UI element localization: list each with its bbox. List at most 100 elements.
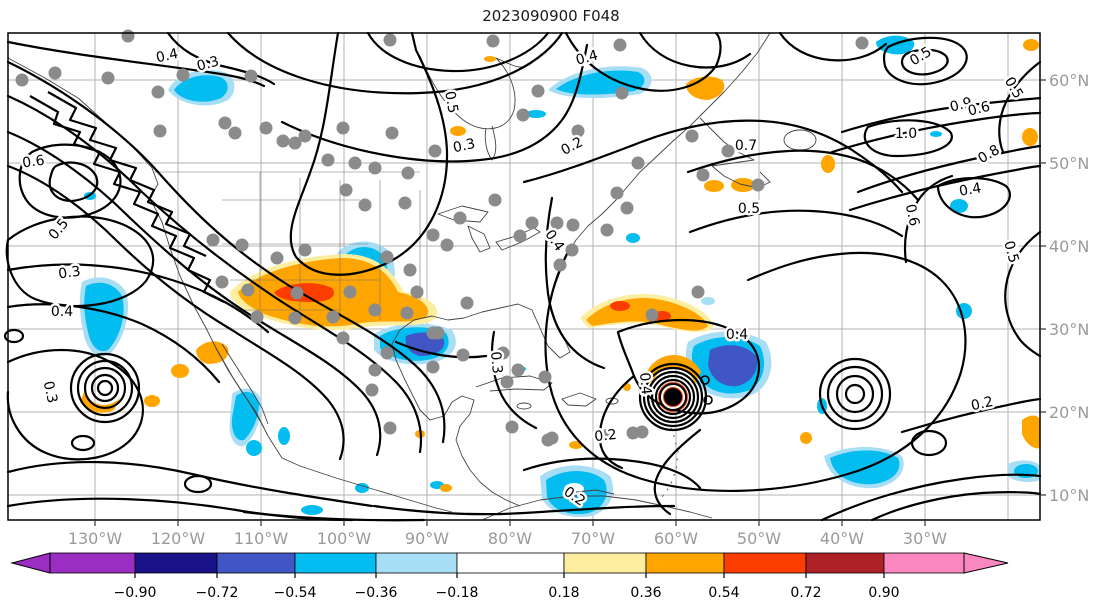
station-dot bbox=[218, 116, 232, 130]
station-dot bbox=[380, 346, 394, 360]
colorbar-segment bbox=[49, 552, 136, 574]
station-dot bbox=[326, 310, 340, 324]
station-dot bbox=[635, 425, 649, 439]
lon-tick-label: 50°W bbox=[737, 529, 781, 548]
station-dot bbox=[751, 178, 765, 192]
anomaly-colorbar: −0.90 −0.72 −0.54 −0.36 −0.18 0.18 0.36 0.54 0.7… bbox=[10, 552, 1009, 601]
station-dot bbox=[276, 134, 290, 148]
colorbar-tick-label: 0.36 bbox=[630, 585, 661, 601]
contour-label: 0.3 bbox=[487, 351, 505, 375]
contour-label: 0.4 bbox=[155, 46, 180, 66]
station-dot bbox=[365, 383, 379, 397]
station-dot bbox=[565, 243, 579, 257]
contour-label: 1.0 bbox=[895, 126, 917, 142]
contour-label: 0.6 bbox=[902, 203, 922, 228]
station-dot bbox=[259, 121, 273, 135]
axis-ticks-and-labels: 130°W 120°W 110°W 100°W 90°W 80°W 70°W 60°W 50°W… bbox=[68, 71, 1090, 548]
station-dot bbox=[486, 34, 500, 48]
station-dot bbox=[288, 311, 302, 325]
station-dot bbox=[500, 375, 514, 389]
contour-label: 0.6 bbox=[21, 153, 45, 172]
station-dots bbox=[15, 29, 869, 447]
station-dot bbox=[571, 124, 585, 138]
station-dot bbox=[460, 296, 474, 310]
colorbar-segment bbox=[216, 552, 296, 574]
station-dot bbox=[48, 66, 62, 80]
negative-anomaly-patch bbox=[84, 35, 1038, 515]
station-dot bbox=[401, 166, 415, 180]
station-dot bbox=[298, 243, 312, 257]
station-dot bbox=[270, 251, 284, 265]
station-dot bbox=[615, 86, 629, 100]
colorbar-tick-label: −0.54 bbox=[274, 585, 317, 601]
station-dot bbox=[368, 363, 382, 377]
colorbar-left-arrow bbox=[10, 552, 51, 574]
colorbar-tick-label: 0.90 bbox=[868, 585, 899, 601]
station-dot bbox=[696, 168, 710, 182]
station-dot bbox=[343, 285, 357, 299]
station-dot bbox=[601, 428, 615, 442]
station-dot bbox=[613, 38, 627, 52]
colorbar-tick-label: −0.72 bbox=[196, 585, 239, 601]
station-dot bbox=[631, 156, 645, 170]
station-dot bbox=[600, 223, 614, 237]
colorbar-tick-label: −0.18 bbox=[436, 585, 479, 601]
station-dot bbox=[496, 346, 510, 360]
lon-tick-label: 40°W bbox=[820, 529, 864, 548]
lat-tick-label: 40°N bbox=[1049, 237, 1089, 256]
station-dot bbox=[645, 308, 659, 322]
station-dot bbox=[383, 421, 397, 435]
station-dot bbox=[368, 303, 382, 317]
colorbar-tick-label: 0.54 bbox=[708, 585, 739, 601]
contour-label: 0.4 bbox=[51, 304, 73, 320]
station-dot bbox=[531, 84, 545, 98]
station-dot bbox=[358, 198, 372, 212]
colorbar-tick-label: −0.90 bbox=[114, 585, 157, 601]
station-dot bbox=[488, 193, 502, 207]
station-dot bbox=[153, 124, 167, 138]
contour-label: 0.2 bbox=[594, 427, 618, 445]
colorbar-segment bbox=[294, 552, 377, 574]
station-dot bbox=[525, 216, 539, 230]
station-dot bbox=[121, 29, 135, 43]
station-dot bbox=[336, 331, 350, 345]
station-dot bbox=[206, 233, 220, 247]
station-dot bbox=[176, 68, 190, 82]
station-dot bbox=[505, 420, 519, 434]
station-dot bbox=[855, 36, 869, 50]
lat-tick-label: 20°N bbox=[1049, 403, 1089, 422]
station-dot bbox=[151, 85, 165, 99]
station-dot bbox=[410, 285, 424, 299]
lon-tick-label: 120°W bbox=[151, 529, 206, 548]
lat-tick-label: 50°N bbox=[1049, 154, 1089, 173]
station-dot bbox=[385, 126, 399, 140]
station-dot bbox=[368, 161, 382, 175]
contour-lines bbox=[3, 31, 1042, 522]
plot-title: 2023090900 F048 bbox=[482, 7, 619, 25]
station-dot bbox=[440, 238, 454, 252]
station-dot bbox=[550, 216, 564, 230]
station-dot bbox=[250, 310, 264, 324]
lon-tick-label: 30°W bbox=[903, 529, 947, 548]
station-dot bbox=[288, 136, 302, 150]
lon-tick-label: 110°W bbox=[234, 529, 289, 548]
colorbar-segment bbox=[375, 552, 458, 574]
station-dot bbox=[321, 153, 335, 167]
contour-label: 0.5 bbox=[738, 201, 760, 217]
lon-tick-label: 60°W bbox=[654, 529, 698, 548]
station-dot bbox=[566, 218, 580, 232]
station-dot bbox=[610, 186, 624, 200]
station-dot bbox=[513, 229, 527, 243]
contour-label: 0.4 bbox=[958, 180, 983, 200]
station-dot bbox=[538, 370, 552, 384]
station-dot bbox=[553, 258, 567, 272]
colorbar-tick-label: 0.72 bbox=[790, 585, 821, 601]
station-dot bbox=[339, 183, 353, 197]
station-dot bbox=[403, 263, 417, 277]
colorbar-segment bbox=[805, 552, 885, 574]
contour-label: 0.2 bbox=[970, 394, 995, 414]
station-dot bbox=[228, 126, 242, 140]
colorbar-right-arrow bbox=[963, 552, 1009, 574]
contour-label: 0.7 bbox=[735, 138, 757, 154]
